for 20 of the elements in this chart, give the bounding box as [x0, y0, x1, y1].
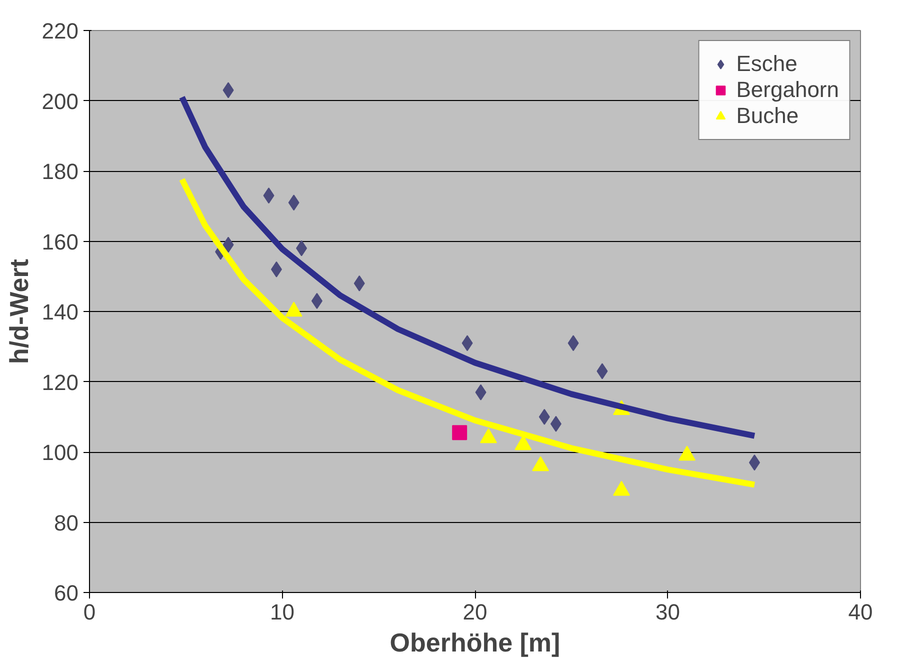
- y-tick-label: 60: [54, 580, 79, 606]
- x-tick-label: 20: [462, 600, 488, 624]
- x-axis-title: Oberhöhe [m]: [390, 628, 560, 658]
- y-tick-label: 160: [42, 229, 79, 254]
- x-tick-label: 10: [270, 600, 294, 624]
- x-tick-label: 0: [83, 600, 96, 624]
- x-tick-label: 30: [656, 600, 680, 624]
- y-tick-label: 100: [42, 440, 79, 465]
- legend-label: Bergahorn: [736, 77, 839, 103]
- y-tick-label: 80: [54, 510, 79, 536]
- y-axis-title: h/d-Wert: [4, 258, 34, 364]
- legend-label: Buche: [736, 103, 799, 129]
- point: [452, 425, 468, 440]
- y-tick-label: 200: [42, 88, 79, 114]
- y-tick-label: 120: [42, 370, 79, 395]
- x-tick-label: 40: [848, 600, 873, 624]
- y-tick-label: 220: [42, 18, 79, 44]
- legend-label: Esche: [736, 51, 798, 77]
- y-tick-label: 180: [42, 159, 79, 184]
- y-tick-label: 140: [42, 300, 79, 324]
